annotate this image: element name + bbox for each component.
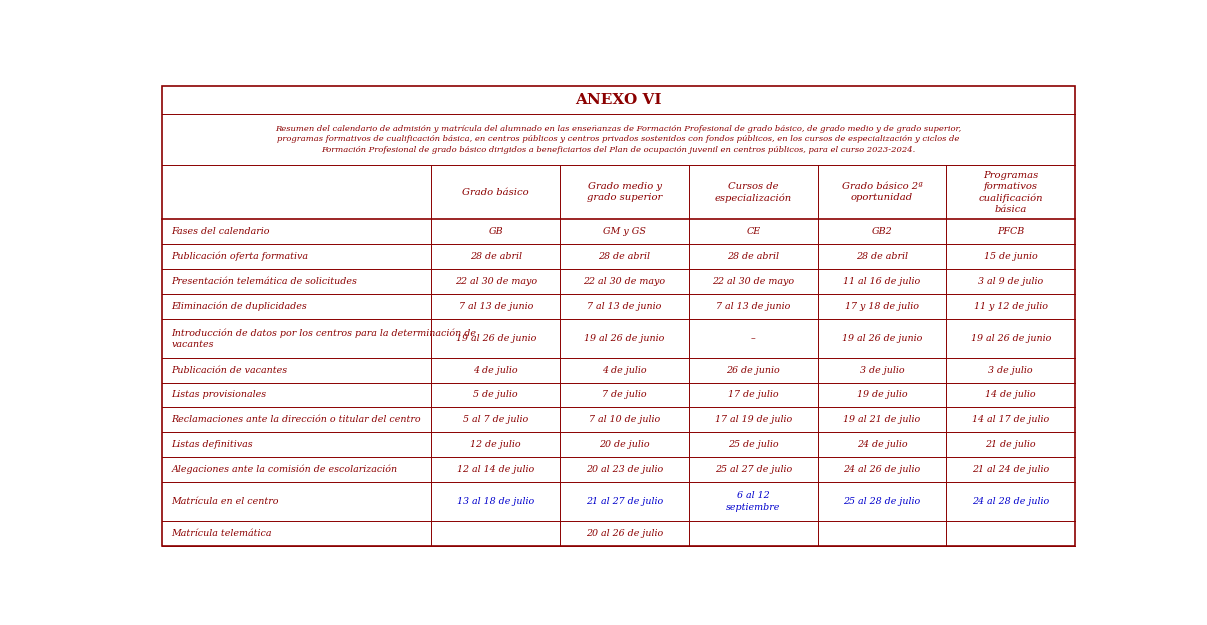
- Text: –: –: [751, 334, 756, 342]
- Text: 24 al 28 de julio: 24 al 28 de julio: [972, 497, 1049, 506]
- Text: ANEXO VI: ANEXO VI: [576, 92, 661, 106]
- Text: 22 al 30 de mayo: 22 al 30 de mayo: [455, 277, 537, 286]
- Text: Fases del calendario: Fases del calendario: [171, 228, 270, 236]
- Text: 7 al 10 de julio: 7 al 10 de julio: [589, 416, 660, 424]
- Text: 19 al 21 de julio: 19 al 21 de julio: [844, 416, 921, 424]
- Text: 19 al 26 de junio: 19 al 26 de junio: [584, 334, 665, 342]
- Text: 28 de abril: 28 de abril: [470, 253, 521, 261]
- Text: GB: GB: [489, 228, 503, 236]
- Text: Grado básico 2ª
oportunidad: Grado básico 2ª oportunidad: [841, 182, 922, 203]
- Text: Publicación de vacantes: Publicación de vacantes: [171, 366, 287, 374]
- Text: 6 al 12
septiembre: 6 al 12 septiembre: [727, 491, 781, 511]
- Text: 20 de julio: 20 de julio: [599, 440, 649, 449]
- Text: Introducción de datos por los centros para la determinación de
vacantes: Introducción de datos por los centros pa…: [171, 328, 477, 349]
- Text: 28 de abril: 28 de abril: [599, 253, 651, 261]
- Text: 19 al 26 de junio: 19 al 26 de junio: [841, 334, 922, 342]
- Text: 5 de julio: 5 de julio: [473, 391, 518, 399]
- Text: 19 al 26 de junio: 19 al 26 de junio: [455, 334, 536, 342]
- Text: 3 de julio: 3 de julio: [859, 366, 904, 374]
- Text: Listas provisionales: Listas provisionales: [171, 391, 267, 399]
- Text: Matrícula telemática: Matrícula telemática: [171, 529, 272, 538]
- Text: 21 de julio: 21 de julio: [985, 440, 1036, 449]
- Text: 21 al 24 de julio: 21 al 24 de julio: [972, 465, 1049, 474]
- Text: 14 al 17 de julio: 14 al 17 de julio: [972, 416, 1049, 424]
- Text: 25 al 28 de julio: 25 al 28 de julio: [844, 497, 921, 506]
- Text: GM y GS: GM y GS: [604, 228, 646, 236]
- Text: 26 de junio: 26 de junio: [727, 366, 780, 374]
- Text: Alegaciones ante la comisión de escolarización: Alegaciones ante la comisión de escolari…: [171, 465, 397, 474]
- Text: 3 de julio: 3 de julio: [989, 366, 1033, 374]
- Text: Resumen del calendario de admisión y matrícula del alumnado en las enseñanzas de: Resumen del calendario de admisión y mat…: [275, 125, 962, 154]
- Text: 28 de abril: 28 de abril: [728, 253, 780, 261]
- Text: Grado medio y
grado superior: Grado medio y grado superior: [587, 182, 663, 203]
- Text: Publicación oferta formativa: Publicación oferta formativa: [171, 252, 309, 261]
- Text: 12 de julio: 12 de julio: [471, 440, 521, 449]
- Text: CE: CE: [746, 228, 760, 236]
- Text: 28 de abril: 28 de abril: [856, 253, 908, 261]
- Text: 17 al 19 de julio: 17 al 19 de julio: [715, 416, 792, 424]
- Text: 19 de julio: 19 de julio: [857, 391, 908, 399]
- Text: Presentación telemática de solicitudes: Presentación telemática de solicitudes: [171, 277, 357, 286]
- Text: Eliminación de duplicidades: Eliminación de duplicidades: [171, 302, 308, 311]
- Text: 7 al 13 de junio: 7 al 13 de junio: [459, 302, 533, 311]
- Text: 15 de junio: 15 de junio: [984, 253, 1038, 261]
- Text: 4 de julio: 4 de julio: [602, 366, 647, 374]
- Text: 7 al 13 de junio: 7 al 13 de junio: [716, 302, 791, 311]
- Text: 20 al 26 de julio: 20 al 26 de julio: [585, 529, 663, 538]
- Text: 25 al 27 de julio: 25 al 27 de julio: [715, 465, 792, 474]
- Text: 7 al 13 de junio: 7 al 13 de junio: [588, 302, 661, 311]
- Text: 14 de julio: 14 de julio: [985, 391, 1036, 399]
- Text: Grado básico: Grado básico: [462, 188, 529, 197]
- Text: 13 al 18 de julio: 13 al 18 de julio: [457, 497, 535, 506]
- Text: 17 de julio: 17 de julio: [728, 391, 779, 399]
- Text: 21 al 27 de julio: 21 al 27 de julio: [585, 497, 663, 506]
- Text: Programas
formativos
cualificación
básica: Programas formativos cualificación básic…: [979, 171, 1043, 214]
- Text: 4 de julio: 4 de julio: [473, 366, 518, 374]
- Text: 3 al 9 de julio: 3 al 9 de julio: [978, 277, 1043, 286]
- Text: PFCB: PFCB: [997, 228, 1025, 236]
- Text: GB2: GB2: [871, 228, 892, 236]
- Text: 11 y 12 de julio: 11 y 12 de julio: [974, 302, 1048, 311]
- Text: 22 al 30 de mayo: 22 al 30 de mayo: [712, 277, 794, 286]
- Text: Matrícula en el centro: Matrícula en el centro: [171, 497, 279, 506]
- Text: 22 al 30 de mayo: 22 al 30 de mayo: [583, 277, 665, 286]
- Text: 20 al 23 de julio: 20 al 23 de julio: [585, 465, 663, 474]
- Text: Listas definitivas: Listas definitivas: [171, 440, 253, 449]
- Text: 7 de julio: 7 de julio: [602, 391, 647, 399]
- Text: Cursos de
especialización: Cursos de especialización: [715, 182, 792, 203]
- Text: 25 de julio: 25 de julio: [728, 440, 779, 449]
- Text: 24 al 26 de julio: 24 al 26 de julio: [844, 465, 921, 474]
- Text: 24 de julio: 24 de julio: [857, 440, 908, 449]
- Text: Reclamaciones ante la dirección o titular del centro: Reclamaciones ante la dirección o titula…: [171, 416, 421, 424]
- Text: 17 y 18 de julio: 17 y 18 de julio: [845, 302, 919, 311]
- Text: 12 al 14 de julio: 12 al 14 de julio: [457, 465, 535, 474]
- Text: 5 al 7 de julio: 5 al 7 de julio: [463, 416, 529, 424]
- Text: 19 al 26 de junio: 19 al 26 de junio: [970, 334, 1051, 342]
- Text: 11 al 16 de julio: 11 al 16 de julio: [844, 277, 921, 286]
